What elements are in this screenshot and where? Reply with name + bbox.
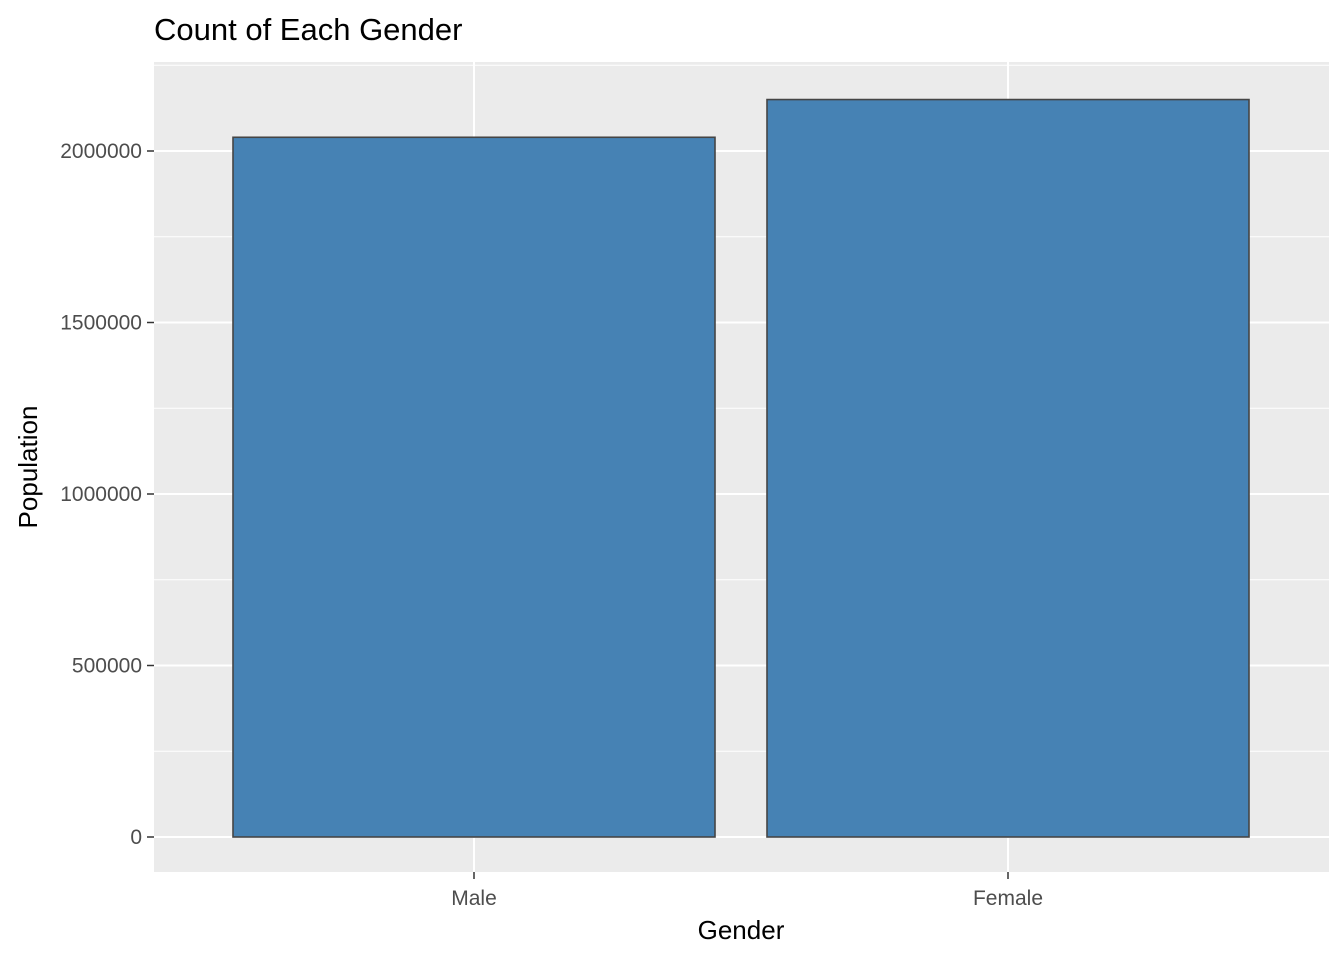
x-tick-label: Male [451,887,497,910]
bar-female [766,98,1250,838]
y-tick-label: 1000000 [60,483,142,506]
x-axis-title: Gender [698,915,785,945]
bar-male [232,136,716,838]
y-tick-label: 0 [130,826,142,849]
bars [232,98,1250,838]
y-tick-label: 1500000 [60,312,142,335]
chart-title: Count of Each Gender [154,12,462,47]
y-axis: 0 500000 1000000 1500000 2000000 [60,140,154,849]
y-tick-label: 500000 [72,655,142,678]
y-axis-title: Population [13,406,43,529]
y-tick-label: 2000000 [60,140,142,163]
x-axis: Male Female [451,872,1043,910]
x-tick-label: Female [973,887,1043,910]
